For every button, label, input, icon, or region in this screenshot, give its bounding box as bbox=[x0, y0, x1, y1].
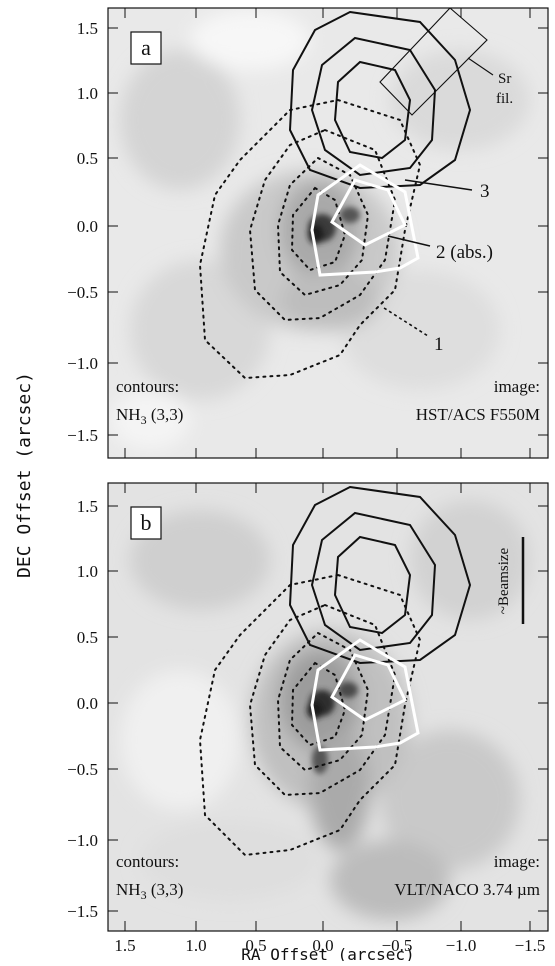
panel-b-contours-label: contours: bbox=[116, 852, 179, 871]
tick-label: −0.5 bbox=[67, 760, 98, 779]
panel-a-y-tick-labels: 1.5 1.0 0.5 0.0 −0.5 −1.0 −1.5 bbox=[67, 19, 98, 445]
panel-a-contours-label: contours: bbox=[116, 377, 179, 396]
y-axis-label: DEC Offset (arcsec) bbox=[14, 372, 35, 578]
tick-label: 1.0 bbox=[77, 84, 98, 103]
panel-b-y-tick-labels: 1.5 1.0 0.5 0.0 −0.5 −1.0 −1.5 bbox=[67, 497, 98, 921]
callout-2-abs: 2 (abs.) bbox=[436, 242, 493, 263]
panel-a-ticks bbox=[108, 8, 548, 458]
tick-label: −1.5 bbox=[67, 426, 98, 445]
panel-a-letter-box bbox=[130, 31, 162, 65]
panel-b-image-source: VLT/NACO 3.74 µm bbox=[394, 880, 540, 899]
panel-a: 1.5 1.0 0.5 0.0 −0.5 −1.0 −1.5 bbox=[67, 7, 549, 459]
tick-label: 1.5 bbox=[77, 19, 98, 38]
panel-a-letter: a bbox=[141, 35, 151, 60]
panel-b-contours-species: NH3 (3,3) bbox=[116, 880, 183, 902]
tick-label: −0.5 bbox=[67, 283, 98, 302]
sr-label-line2: fil. bbox=[496, 91, 513, 107]
tick-label: 1.0 bbox=[185, 936, 206, 955]
sr-label-line1: Sr bbox=[498, 71, 511, 87]
tick-label: 0.0 bbox=[312, 936, 333, 955]
panel-b-image-label: image: bbox=[494, 852, 540, 871]
sr-filament-slit bbox=[379, 8, 488, 116]
callout-1: 1 bbox=[434, 334, 444, 355]
tick-label: −0.5 bbox=[382, 936, 413, 955]
panel-a-contours-species: NH3 (3,3) bbox=[116, 405, 183, 427]
panel-a-image-label: image: bbox=[494, 377, 540, 396]
tick-label: −1.0 bbox=[67, 354, 98, 373]
tick-label: 1.5 bbox=[114, 936, 135, 955]
panel-b-letter-box bbox=[130, 506, 162, 540]
panel-b: 1.5 1.0 0.5 0.0 −0.5 −1.0 −1.5 bbox=[67, 482, 549, 955]
x-tick-labels: 1.5 1.0 0.5 0.0 −0.5 −1.0 −1.5 bbox=[114, 936, 545, 955]
tick-label: 1.5 bbox=[77, 497, 98, 516]
tick-label: −1.0 bbox=[446, 936, 477, 955]
panel-a-image-source: HST/ACS F550M bbox=[416, 405, 540, 424]
tick-label: −1.0 bbox=[67, 831, 98, 850]
panel-b-letter: b bbox=[141, 510, 152, 535]
tick-label: 0.0 bbox=[77, 694, 98, 713]
beamsize-label: ~Beamsize bbox=[496, 547, 512, 614]
tick-label: 0.5 bbox=[77, 628, 98, 647]
tick-label: 0.5 bbox=[245, 936, 266, 955]
panel-b-ticks bbox=[108, 483, 548, 931]
panel-a-contours bbox=[198, 8, 488, 380]
tick-label: 0.5 bbox=[77, 149, 98, 168]
tick-label: 0.0 bbox=[77, 217, 98, 236]
panel-a-callout-lines bbox=[383, 57, 494, 337]
panel-b-contours bbox=[198, 485, 472, 857]
tick-label: −1.5 bbox=[67, 902, 98, 921]
tick-label: 1.0 bbox=[77, 562, 98, 581]
panel-b-image bbox=[108, 483, 548, 931]
callout-3: 3 bbox=[480, 181, 490, 202]
x-axis-label: RA Offset (arcsec) bbox=[241, 945, 414, 961]
tick-label: −1.5 bbox=[515, 936, 546, 955]
